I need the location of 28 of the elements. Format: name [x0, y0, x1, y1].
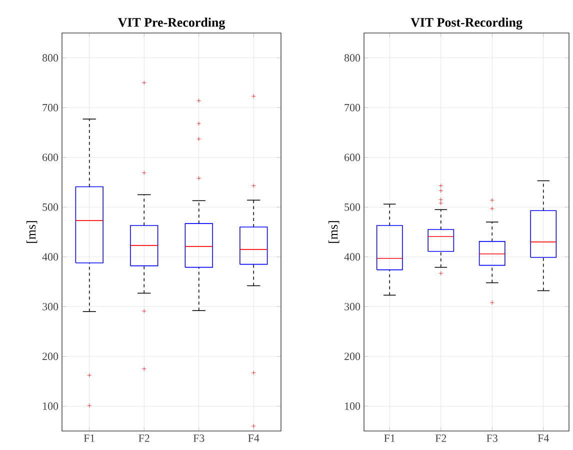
y-tick-label: 400 — [42, 253, 58, 261]
y-axis-title: [ms] — [328, 221, 340, 243]
y-tick-label: 300 — [42, 302, 58, 310]
y-tick-label: 100 — [43, 402, 58, 410]
y-tick-label: 200 — [344, 352, 360, 360]
y-tick-label: 800 — [42, 54, 58, 62]
x-tick-label: F2 — [138, 434, 150, 442]
y-tick-label: 200 — [42, 352, 58, 360]
x-tick-label: F3 — [193, 434, 204, 442]
x-tick-label: F4 — [538, 434, 549, 442]
x-tick-label: F1 — [384, 434, 395, 442]
y-tick-label: 700 — [344, 104, 360, 112]
chart-title: VIT Pre-Recording — [118, 18, 226, 30]
x-tick-label: F4 — [248, 434, 260, 442]
y-tick-label: 500 — [344, 203, 360, 211]
y-tick-label: 600 — [42, 154, 58, 162]
x-tick-label: F2 — [435, 434, 446, 442]
y-axis-title: [ms] — [26, 221, 38, 243]
y-tick-label: 300 — [344, 302, 360, 310]
x-tick-label: F3 — [486, 434, 498, 442]
y-tick-label: 400 — [344, 253, 360, 261]
y-tick-label: 500 — [42, 203, 58, 211]
x-tick-label: F1 — [84, 434, 94, 442]
chart-title: VIT Post-Recording — [410, 18, 522, 30]
y-tick-label: 600 — [344, 154, 360, 162]
y-tick-label: 700 — [42, 104, 58, 112]
y-tick-label: 800 — [344, 54, 360, 62]
y-tick-label: 100 — [345, 402, 360, 410]
